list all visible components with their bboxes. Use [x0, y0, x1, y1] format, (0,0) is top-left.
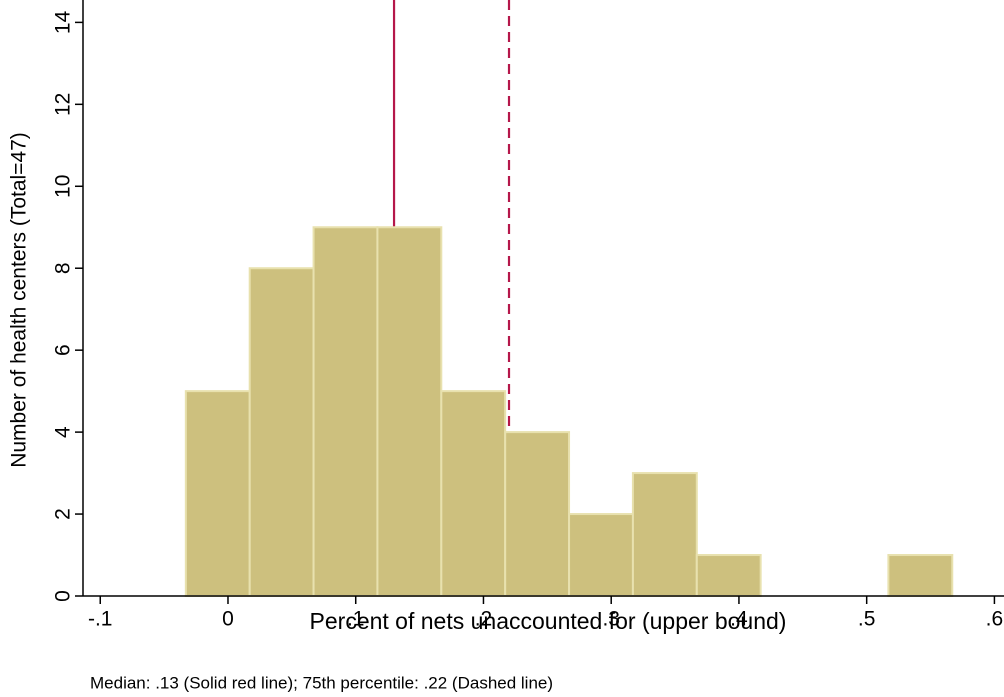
y-tick-label: 2: [52, 508, 75, 520]
x-tick-label: .1: [347, 608, 365, 631]
x-tick-label: .4: [730, 608, 748, 631]
bar: [695, 554, 762, 597]
x-tick-label: .6: [986, 608, 1004, 631]
x-tick-label: -.1: [88, 608, 113, 631]
y-tick-label: 6: [52, 344, 75, 356]
bar: [248, 267, 315, 597]
y-tick-label: 12: [52, 93, 75, 116]
bar: [631, 472, 698, 598]
bar: [568, 513, 634, 597]
x-axis-title: Percent of nets unaccounted for (upper b…: [310, 608, 787, 634]
x-tick-label: .5: [858, 608, 876, 631]
x-tick-label: 0: [222, 608, 234, 631]
y-tick-label: 4: [52, 426, 75, 438]
bar: [312, 226, 379, 597]
y-tick-label: 10: [52, 175, 75, 198]
y-tick-label: 8: [52, 262, 75, 274]
bar: [504, 431, 571, 597]
y-tick-label: 0: [52, 590, 75, 602]
bar: [184, 390, 251, 597]
caption: Median: .13 (Solid red line); 75th perce…: [90, 673, 553, 692]
x-tick-label: .2: [475, 608, 493, 631]
y-axis-title: Number of health centers (Total=47): [8, 132, 31, 468]
bar: [376, 226, 443, 597]
bar: [887, 554, 954, 597]
bar: [440, 390, 507, 597]
x-tick-label: .3: [602, 608, 620, 631]
y-tick-label: 14: [52, 10, 75, 34]
